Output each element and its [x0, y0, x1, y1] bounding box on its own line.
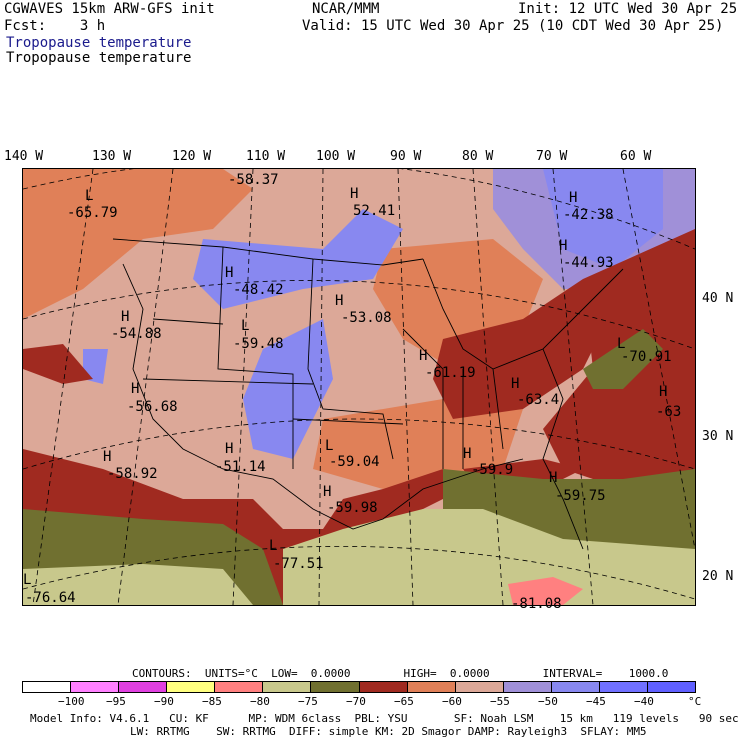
center-value: -54.88: [111, 326, 162, 342]
center-value: -63.4: [517, 392, 560, 408]
center-value: -59.75: [555, 488, 606, 504]
colorbar-swatch: [599, 682, 649, 692]
colorbar-swatch: [23, 682, 72, 692]
map-canvas: [22, 159, 696, 606]
colorbar-label: −40: [634, 695, 654, 708]
colorbar-swatch: [648, 682, 696, 692]
center-value: -65.79: [67, 205, 118, 221]
field-title-2: Tropopause temperature: [6, 50, 192, 66]
pressure-center-H: H: [549, 470, 558, 486]
lon-label: 140 W: [4, 149, 44, 164]
center-value: -76.64: [25, 590, 76, 606]
tropopause-temperature-map: L -65.79 -58.37 H 52.41 H -42.38 H -44.9…: [22, 159, 696, 611]
lon-label: 80 W: [462, 149, 494, 164]
lon-label: 110 W: [246, 149, 286, 164]
center-value: -81.08: [511, 596, 562, 612]
colorbar-label: −90: [154, 695, 174, 708]
lon-label: 120 W: [172, 149, 212, 164]
pressure-center-H: H: [559, 238, 568, 254]
pressure-center-H: H: [323, 484, 332, 500]
pressure-center-L: L: [85, 188, 94, 204]
pressure-center-H: H: [511, 376, 520, 392]
pressure-center-H: H: [350, 186, 359, 202]
pressure-center-H: H: [335, 293, 344, 309]
lon-label: 100 W: [316, 149, 356, 164]
center-value: -44.93: [563, 255, 614, 271]
forecast-hour: Fcst: 3 h: [4, 18, 106, 34]
colorbar-swatch: [551, 682, 600, 692]
pressure-center-H: H: [225, 265, 234, 281]
colorbar-label: −85: [202, 695, 222, 708]
pressure-center-H: H: [419, 348, 428, 364]
pressure-center-L: L: [23, 572, 32, 588]
pressure-center-L: L: [269, 538, 278, 554]
center-value: -42.38: [563, 207, 614, 223]
lon-label: 90 W: [390, 149, 422, 164]
lon-label: 70 W: [536, 149, 568, 164]
center-value: -59.04: [329, 454, 380, 470]
colorbar-label: −65: [394, 695, 414, 708]
pressure-center-L: L: [325, 438, 334, 454]
pressure-center-H: H: [659, 384, 668, 400]
pressure-center-H: H: [131, 381, 140, 397]
center-value: -63: [656, 404, 682, 420]
center-value: -58.92: [107, 466, 158, 482]
colorbar-swatch: [311, 682, 360, 692]
lat-label: 20 N: [702, 569, 734, 584]
pressure-center-H: H: [121, 309, 130, 325]
lon-label: 130 W: [92, 149, 132, 164]
lon-label: 60 W: [620, 149, 652, 164]
colorbar-label: −45: [586, 695, 606, 708]
lat-label: 30 N: [702, 429, 734, 444]
pressure-center-L: L: [617, 336, 626, 352]
colorbar-label: −100: [58, 695, 85, 708]
center-value: -59.48: [233, 336, 284, 352]
center-value: -61.19: [425, 365, 476, 381]
colorbar-swatch: [215, 682, 264, 692]
center-value: -48.42: [233, 282, 284, 298]
colorbar-swatch: [263, 682, 312, 692]
center-value: -56.68: [127, 399, 178, 415]
colorbar-swatch: [455, 682, 504, 692]
pressure-center-H: H: [463, 446, 472, 462]
center-value: -51.14: [215, 459, 266, 475]
colorbar: [22, 681, 696, 693]
pressure-center-H: H: [569, 190, 578, 206]
lat-label: 40 N: [702, 291, 734, 306]
center-value: 52.41: [353, 203, 396, 219]
contours-info: CONTOURS: UNITS=°C LOW= 0.0000 HIGH= 0.0…: [132, 667, 669, 680]
model-info-line1: Model Info: V4.6.1 CU: KF MP: WDM 6class…: [30, 712, 739, 725]
colorbar-units: °C: [688, 695, 702, 708]
center-value: -59.9: [471, 462, 514, 478]
pressure-center-L: L: [241, 318, 250, 334]
colorbar-swatch: [167, 682, 216, 692]
center-value: -53.08: [341, 310, 392, 326]
colorbar-label: −95: [106, 695, 126, 708]
center-value: -77.51: [273, 556, 324, 572]
center-value: -70.91: [621, 349, 672, 365]
pressure-center-H: H: [103, 449, 112, 465]
colorbar-swatch: [503, 682, 552, 692]
colorbar-label: −80: [250, 695, 270, 708]
colorbar-swatch: [119, 682, 168, 692]
colorbar-label: −75: [298, 695, 318, 708]
pressure-center-H: H: [225, 441, 234, 457]
colorbar-swatch: [407, 682, 456, 692]
org-label: NCAR/MMM: [312, 1, 380, 17]
valid-time: Valid: 15 UTC Wed 30 Apr 25 (10 CDT Wed …: [302, 18, 724, 34]
colorbar-label: −70: [346, 695, 366, 708]
colorbar-label: −50: [538, 695, 558, 708]
colorbar-swatch: [359, 682, 408, 692]
map-label-layer: L -65.79 -58.37 H 52.41 H -42.38 H -44.9…: [23, 169, 695, 611]
field-title-1: Tropopause temperature: [6, 35, 192, 51]
center-value: -59.98: [327, 500, 378, 516]
center-value: -58.37: [228, 172, 279, 188]
model-title: CGWAVES 15km ARW-GFS init: [4, 1, 215, 17]
colorbar-label: −55: [490, 695, 510, 708]
init-time: Init: 12 UTC Wed 30 Apr 25: [518, 1, 738, 17]
colorbar-swatch: [71, 682, 120, 692]
colorbar-label: −60: [442, 695, 462, 708]
model-info-line2: LW: RRTMG SW: RRTMG DIFF: simple KM: 2D …: [130, 725, 647, 738]
